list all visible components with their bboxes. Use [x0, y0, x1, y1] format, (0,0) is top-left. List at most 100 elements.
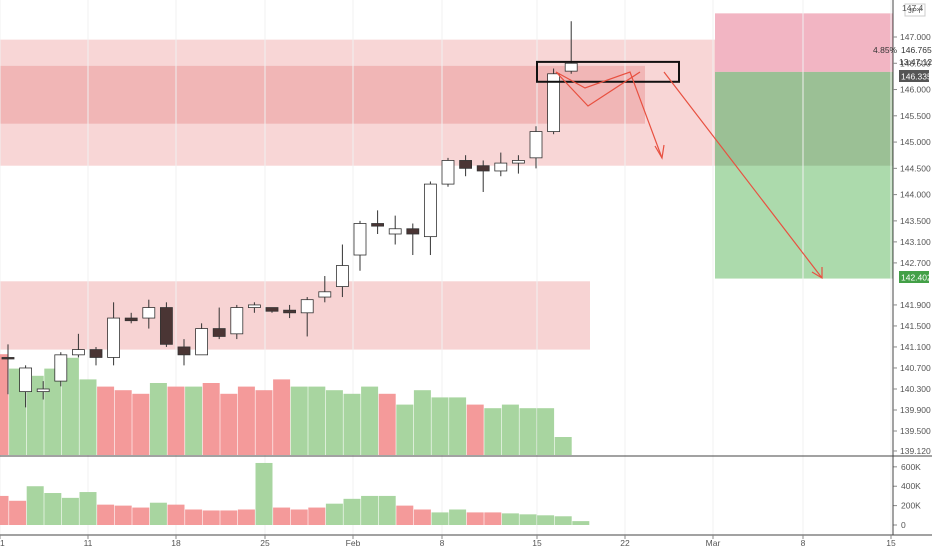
volume-bar	[484, 408, 502, 455]
volume-bar	[343, 393, 361, 455]
candle-body	[353, 223, 367, 256]
sub-volume-bar	[167, 504, 185, 525]
candle-layer	[1, 21, 578, 408]
time-axis-label: 15	[532, 538, 542, 548]
sub-volume-bar	[554, 516, 572, 525]
volume-bar	[220, 393, 238, 455]
sub-axis-label: 600K	[901, 462, 921, 472]
take-profit-zone	[715, 71, 893, 279]
sub-volume-bar	[220, 510, 238, 525]
sub-volume-bar	[572, 521, 590, 525]
candle-body	[142, 307, 156, 319]
candle-body	[335, 265, 349, 287]
candle-body	[300, 299, 314, 314]
sub-volume-bar	[149, 502, 167, 525]
volume-bar	[537, 408, 555, 455]
price-axis-label: 141.500	[900, 321, 931, 331]
sub-volume-bar	[343, 498, 361, 525]
time-axis-label: 22	[620, 538, 630, 548]
demand-zone	[0, 281, 590, 350]
volume-bar	[255, 390, 273, 455]
candle-body	[423, 183, 437, 238]
volume-bar	[44, 368, 62, 455]
sub-volume-bar	[132, 507, 150, 525]
time-axis-label: 8	[801, 538, 806, 548]
candle-body	[371, 223, 385, 227]
price-axis-label: 142.700	[900, 258, 931, 268]
time-axis-label: 11	[84, 538, 93, 548]
volume-bar	[378, 393, 396, 455]
sub-volume-bar	[273, 507, 291, 525]
sub-volume-bar	[378, 495, 396, 525]
candle-body	[230, 307, 244, 335]
volume-bar	[132, 393, 150, 455]
volume-bar	[396, 404, 414, 455]
volume-bar	[273, 379, 291, 455]
volume-bar	[149, 383, 167, 455]
sub-volume-bar	[413, 509, 431, 525]
symbol-badge[interactable]: JPY	[908, 6, 922, 15]
candle-body	[72, 349, 85, 356]
candle-body	[195, 328, 209, 356]
time-axis-label: 8	[440, 538, 445, 548]
sub-volume-bar	[0, 495, 9, 525]
current-price: 146.765	[901, 45, 932, 55]
candle-body	[388, 228, 402, 235]
projection-path-a	[555, 71, 663, 159]
projection-path-target	[663, 71, 823, 279]
candle-body	[1, 357, 15, 360]
time-axis-label: 15	[886, 538, 896, 548]
volume-bar	[61, 357, 79, 455]
volume-bar	[79, 379, 97, 455]
candle-body	[265, 307, 279, 312]
sub-volume-bar	[237, 509, 255, 525]
candle-body	[441, 160, 455, 185]
percent-change: 4.85%	[873, 45, 898, 55]
volume-bar	[361, 386, 379, 455]
volume-layer	[0, 354, 572, 455]
volume-bar	[185, 386, 203, 455]
price-axis-label: 141.100	[900, 342, 931, 352]
time-axis-label: 25	[260, 538, 270, 548]
time-axis-label: Mar	[706, 538, 721, 548]
tag-layer: JPY 147.4 4.85% 146.765 13:47:12 146.335…	[873, 3, 932, 283]
sub-volume-bar	[325, 503, 343, 525]
volume-bar	[26, 375, 44, 455]
candle-body	[247, 304, 261, 308]
entry-box	[536, 60, 680, 83]
volume-bar	[554, 437, 572, 455]
candle-body	[512, 160, 525, 164]
projection-path-b	[555, 71, 641, 107]
candle-body	[89, 349, 103, 358]
volume-bar	[449, 397, 467, 455]
stop-loss-zone	[715, 13, 893, 72]
volume-bar	[413, 390, 431, 455]
arrowhead-a	[654, 144, 665, 160]
price-axis-label: 144.000	[900, 190, 931, 200]
candle-body	[107, 317, 120, 358]
arrowhead-target	[811, 267, 823, 280]
sub-volume-bar	[308, 507, 326, 525]
sub-volume-bar	[79, 492, 97, 525]
candle-body	[124, 317, 138, 322]
sub-volume-bar	[519, 514, 537, 525]
candle-body	[177, 346, 191, 356]
volume-bar	[167, 386, 185, 455]
candle-body	[159, 307, 173, 345]
volume-bar	[466, 404, 484, 455]
sub-volume-bar	[185, 509, 203, 525]
drawing-layer	[536, 60, 823, 280]
volume-bar	[202, 383, 220, 455]
price-axis-label: 143.100	[900, 237, 931, 247]
sub-volume-bar	[501, 513, 519, 525]
candle-body	[36, 388, 50, 393]
profit-overlap-zone	[715, 71, 893, 166]
candle-body	[283, 309, 297, 314]
top-partial-price: 147.4	[902, 3, 924, 13]
price-axis-label: 147.000	[900, 32, 931, 42]
volume-bar	[114, 390, 132, 455]
candle-body	[564, 62, 578, 72]
symbol-badge-bg[interactable]	[904, 3, 926, 17]
sub-volume-bar	[361, 495, 379, 525]
